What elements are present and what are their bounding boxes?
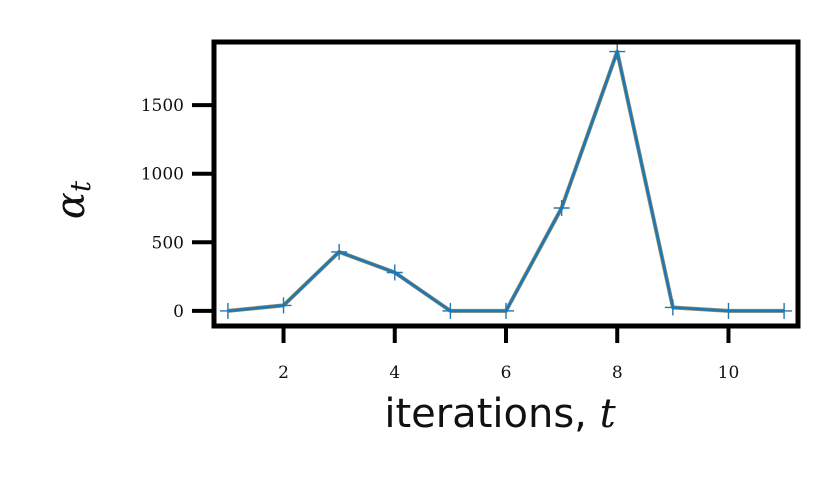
x-tick-label-6: 6 [501, 363, 512, 383]
series-line [227, 50, 785, 313]
data-point-t11 [776, 302, 793, 319]
x-axis-label: iterations, t [384, 391, 616, 437]
data-point-t10 [720, 302, 737, 319]
data-point-t2 [275, 297, 292, 314]
x-tick-label-2: 2 [278, 363, 289, 383]
series-layer [219, 43, 793, 319]
y-tick-label-0: 0 [173, 302, 184, 322]
x-tick-label-4: 4 [389, 363, 400, 383]
data-point-t8 [609, 43, 626, 60]
y-axis-label-symbol: α [48, 192, 94, 219]
x-tick-label-8: 8 [612, 363, 623, 383]
data-point-t3 [331, 243, 348, 260]
y-tick-label-1500: 1500 [141, 96, 184, 116]
x-axis-label-text: iterations, [384, 391, 599, 437]
data-point-t6 [498, 302, 514, 319]
series-underlay-line [227, 49, 785, 313]
y-tick-label-500: 500 [152, 233, 184, 253]
y-axis-label: αt [48, 180, 97, 219]
y-tick-label-1000: 1000 [141, 165, 184, 185]
data-point-t5 [442, 302, 459, 319]
ticks: 2 4 6 8 10 0 500 1000 1500 [141, 96, 740, 383]
data-point-t9 [664, 299, 681, 316]
data-point-t1 [219, 302, 236, 319]
data-point-t7 [553, 200, 570, 217]
x-tick-label-10: 10 [718, 363, 740, 383]
x-axis-label-variable: t [600, 391, 617, 437]
data-point-t4 [386, 264, 403, 281]
plot-frame [211, 39, 801, 329]
y-axis-label-subscript: t [64, 180, 97, 192]
